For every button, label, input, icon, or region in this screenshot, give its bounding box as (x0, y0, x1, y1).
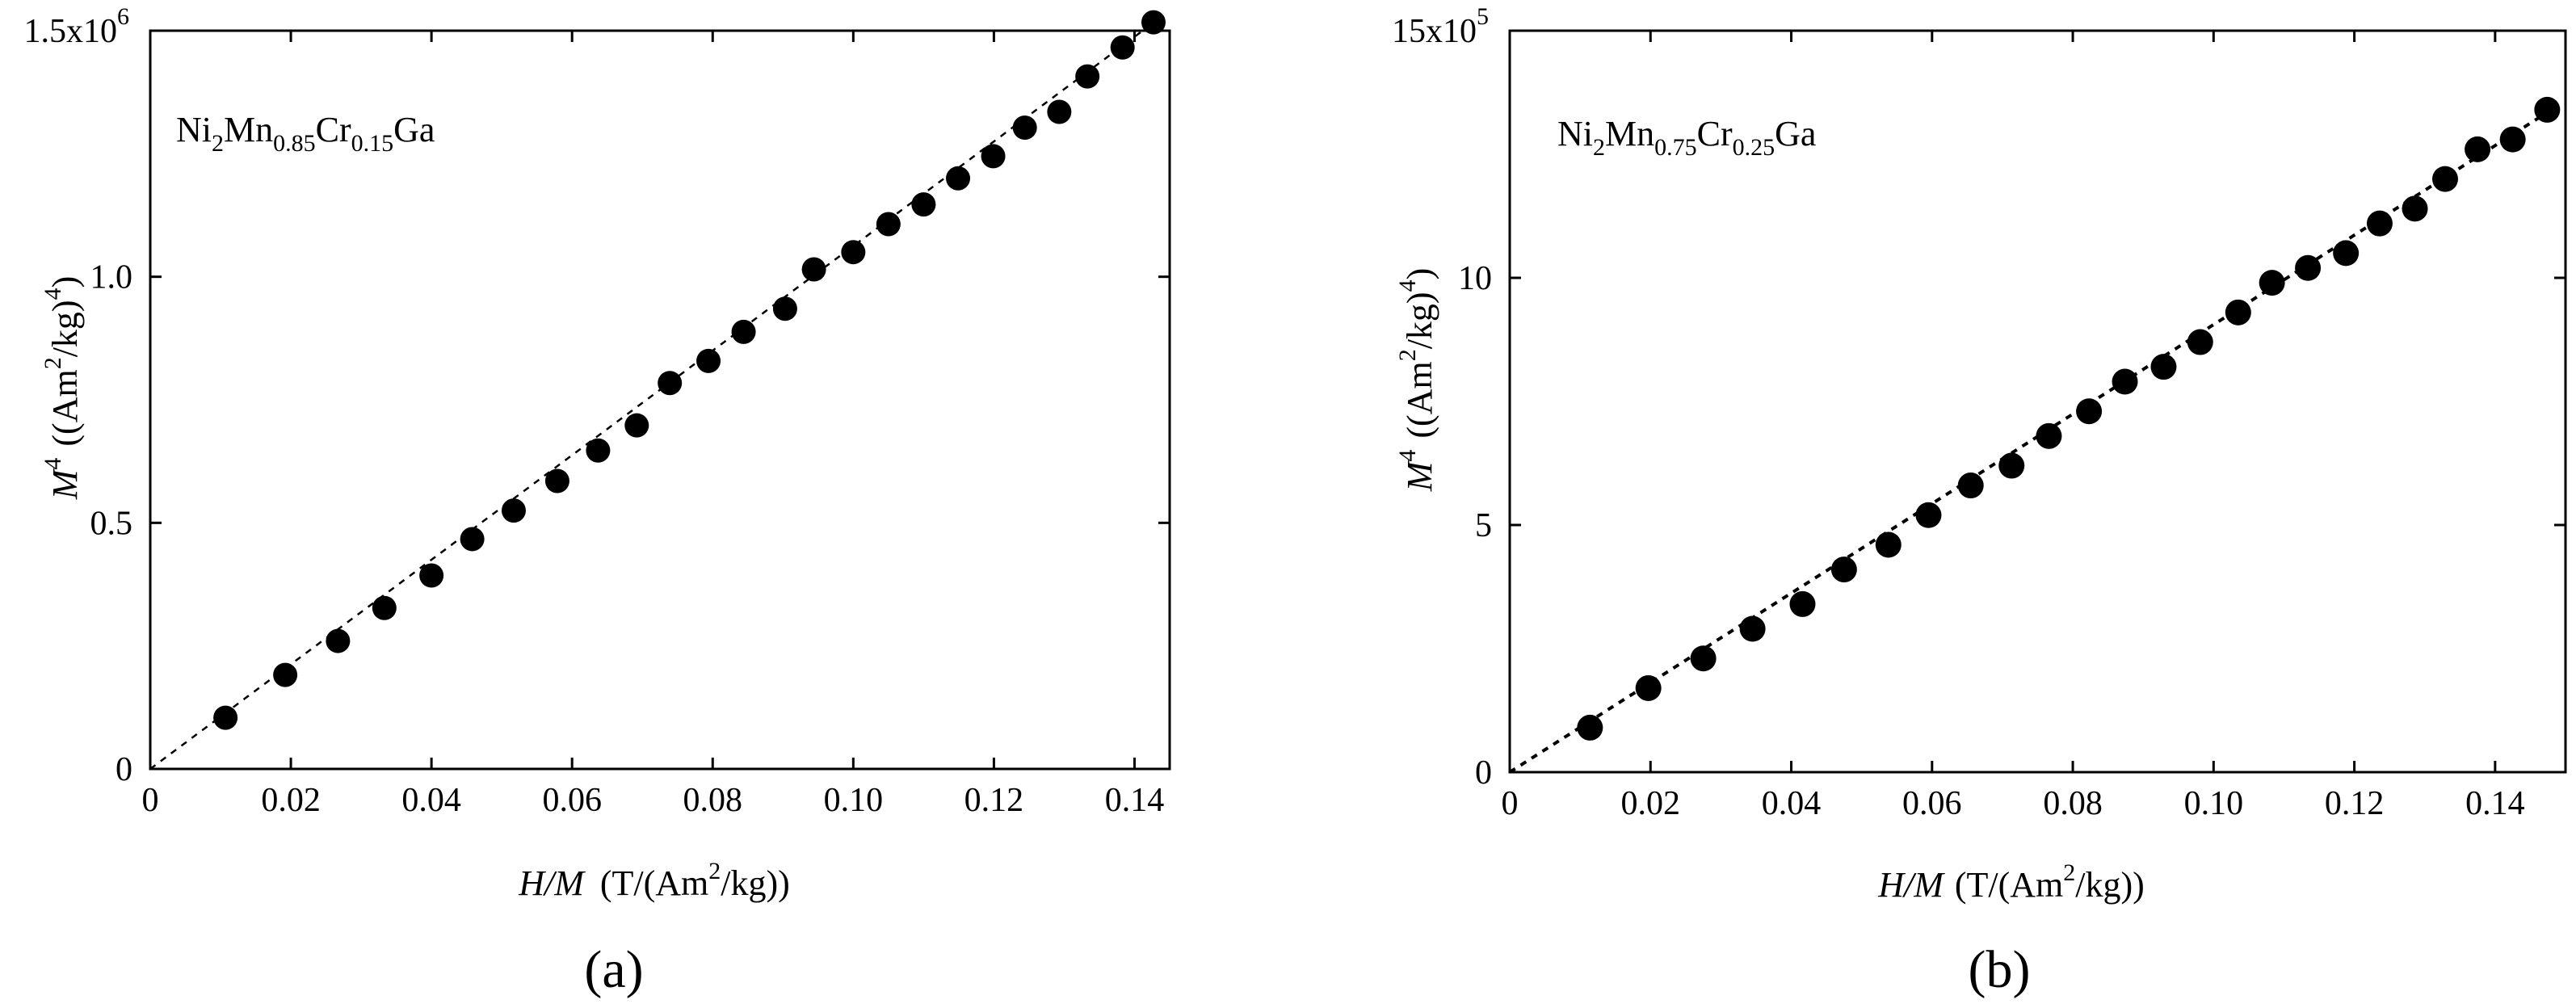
data-point (2150, 354, 2177, 380)
x-ticks-a: 0 0.02 0.04 0.06 0.08 0.10 0.12 0.14 (142, 31, 1165, 819)
y-tick-label: 0 (1475, 754, 1492, 792)
data-point (2499, 126, 2526, 153)
x-tick-label: 0.02 (261, 782, 321, 819)
data-point (658, 371, 683, 396)
data-point (1110, 35, 1135, 60)
chart-panel-a: 0 0.02 0.04 0.06 0.08 0.10 0.12 0.14 0 0.5 1.0 1.… (24, 3, 1171, 999)
data-point (1915, 502, 1942, 528)
data-point (624, 413, 649, 438)
data-point (876, 212, 901, 237)
x-tick-label: 0.12 (964, 782, 1024, 819)
y-ticks-b: 0 5 10 (1458, 29, 2565, 792)
data-point (1075, 64, 1100, 89)
data-point (2259, 270, 2285, 296)
data-point (2432, 166, 2459, 192)
data-point (1047, 99, 1072, 124)
data-point (2036, 422, 2062, 449)
data-point (1830, 556, 1857, 583)
data-point (501, 498, 526, 523)
data-point (2402, 195, 2428, 222)
data-point (2187, 329, 2213, 355)
x-axis-label-b: H/M (T/(Am2/kg)) (1877, 859, 2145, 905)
y-multiplier-b: 15x105 (1392, 3, 1489, 50)
x-tick-label: 0.04 (1762, 785, 1822, 822)
data-point (1998, 452, 2025, 479)
y-axis-label-a: M4((Am2/kg)4) (40, 276, 85, 501)
y-ticks-a: 0 0.5 1.0 (90, 29, 1170, 788)
data-point (1875, 531, 1902, 558)
data-point (544, 468, 569, 494)
data-point (841, 240, 866, 265)
data-point (1012, 116, 1037, 141)
data-point (326, 628, 351, 653)
x-tick-label: 0.10 (824, 782, 884, 819)
x-tick-label: 0.08 (683, 782, 743, 819)
y-tick-label: 0.5 (90, 505, 133, 542)
chart-panel-b: 0 0.02 0.04 0.06 0.08 0.10 0.12 0.14 0 5 10 15x10… (1392, 3, 2567, 999)
data-point (372, 595, 397, 620)
data-point (2112, 368, 2138, 395)
plot-frame-b (1508, 29, 2567, 774)
y-tick-label: 0 (116, 751, 132, 788)
x-tick-label: 0.08 (2043, 785, 2103, 822)
x-axis-label-a: H/M (T/(Am2/kg)) (518, 858, 790, 903)
x-tick-label: 0.02 (1621, 785, 1681, 822)
data-point (2534, 96, 2561, 123)
data-point (772, 296, 797, 321)
x-tick-label: 0.10 (2184, 785, 2244, 822)
data-point (460, 527, 485, 552)
data-point (2333, 240, 2360, 267)
data-points-b (1577, 96, 2561, 741)
plot-frame-a (149, 29, 1171, 771)
data-point (1789, 590, 1816, 617)
data-point (911, 192, 936, 217)
data-point (586, 438, 611, 463)
x-tick-label: 0.14 (2465, 785, 2525, 822)
data-point (731, 319, 756, 344)
data-point (1957, 472, 1984, 499)
data-point (1635, 674, 1662, 701)
x-ticks-b: 0 0.02 0.04 0.06 0.08 0.10 0.12 0.14 (1502, 31, 2525, 822)
sample-label-b: Ni2Mn0.75Cr0.25Ga (1557, 114, 1816, 161)
x-tick-label: 0.04 (401, 782, 461, 819)
y-axis-label-b: M4((Am2/kg)4) (1394, 268, 1439, 493)
data-point (696, 348, 721, 373)
y-multiplier-a: 1.5x106 (24, 3, 130, 50)
fit-line-b (1508, 108, 2553, 774)
data-point (1141, 10, 1166, 35)
data-point (1690, 645, 1717, 672)
y-tick-label: 1.0 (90, 259, 133, 296)
x-tick-label: 0 (1502, 785, 1519, 822)
data-point (2295, 254, 2322, 281)
data-point (419, 563, 444, 588)
data-point (1739, 615, 1766, 642)
data-points-a (213, 10, 1166, 730)
data-point (2225, 299, 2251, 326)
panel-label-b: (b) (1969, 940, 2031, 999)
fit-line-a (149, 15, 1164, 771)
data-point (946, 166, 971, 191)
panel-label-a: (a) (584, 940, 643, 999)
data-point (273, 662, 298, 687)
data-point (2076, 398, 2103, 425)
y-tick-label: 10 (1458, 260, 1492, 297)
data-point (801, 257, 826, 282)
x-tick-label: 0.06 (542, 782, 602, 819)
data-point (2366, 210, 2393, 237)
x-tick-label: 0.06 (1902, 785, 1962, 822)
x-tick-label: 0.14 (1105, 782, 1165, 819)
sample-label-a: Ni2Mn0.85Cr0.15Ga (176, 110, 435, 157)
data-point (2465, 136, 2491, 162)
x-tick-label: 0.12 (2325, 785, 2385, 822)
x-tick-label: 0 (142, 782, 159, 819)
y-tick-label: 5 (1475, 507, 1492, 544)
data-point (981, 144, 1006, 169)
data-point (1577, 714, 1603, 741)
data-point (213, 705, 238, 730)
